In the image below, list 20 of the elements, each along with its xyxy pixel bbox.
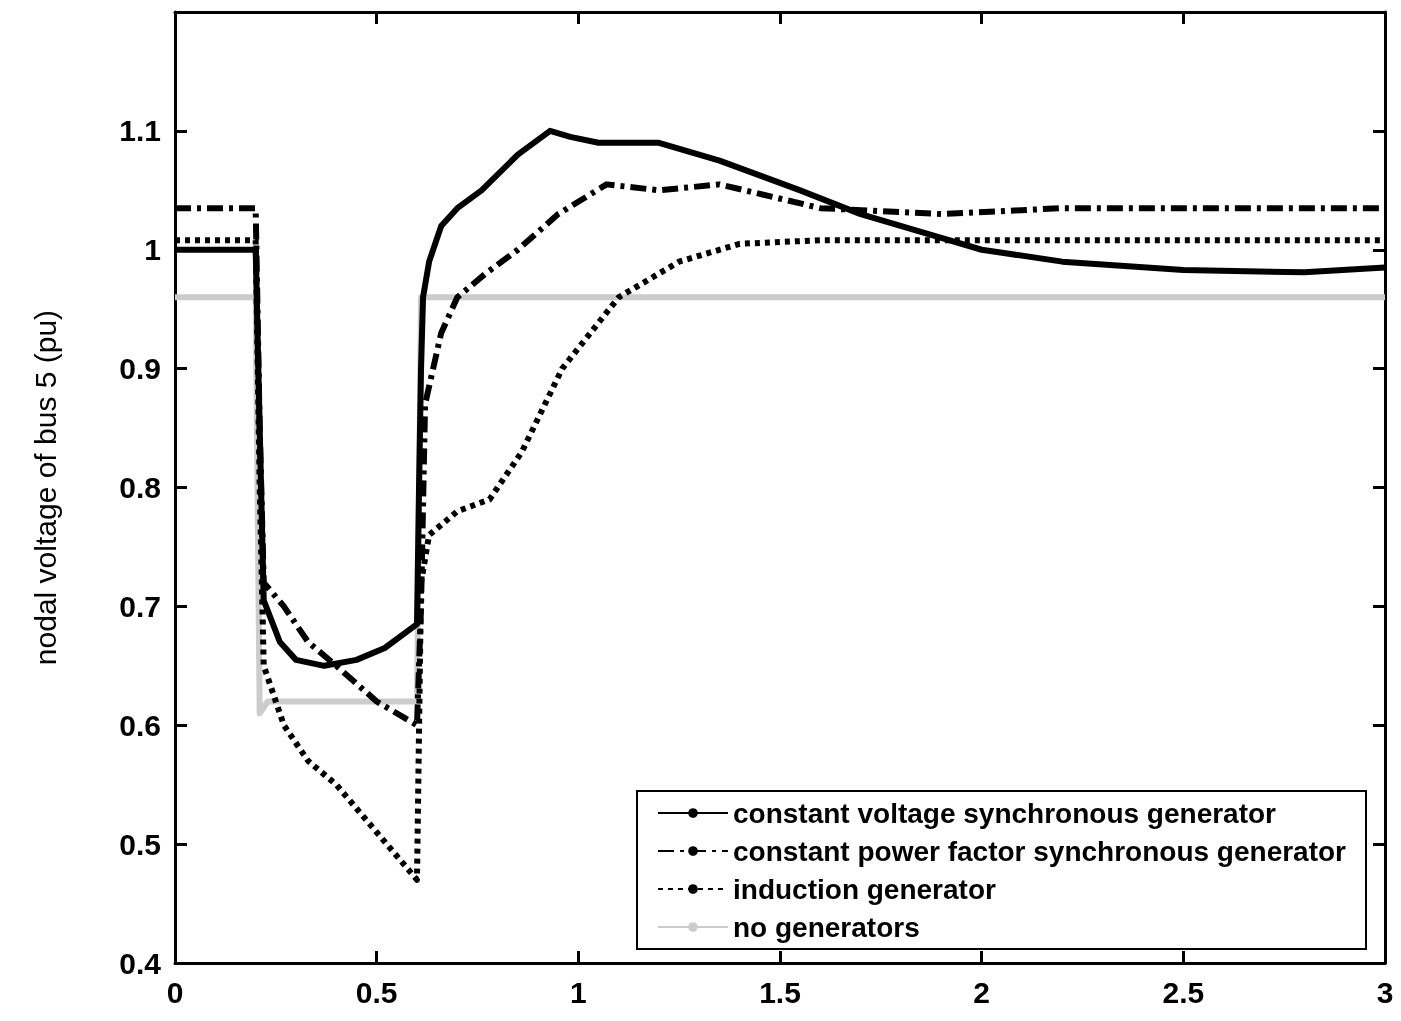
y-tick-label: 0.4 [119, 946, 162, 980]
legend-label: constant power factor synchronous generator [733, 835, 1347, 867]
y-tick-label: 0.8 [119, 471, 161, 504]
y-axis-title: nodal voltage of bus 5 (pu) [28, 309, 62, 666]
y-tick-label: 1.1 [119, 114, 161, 148]
legend-label: induction generator [733, 873, 997, 905]
y-tick-label: 0.5 [119, 827, 161, 861]
legend-label: constant voltage synchronous generator [733, 797, 1277, 829]
y-tick-label: 0.6 [119, 708, 161, 742]
legend-label: no generators [733, 911, 920, 943]
x-tick-label: 2 [973, 975, 991, 1009]
x-tick-label: 0 [166, 975, 184, 1009]
y-tick-label: 1 [144, 233, 161, 267]
x-tick-label: 3 [1376, 975, 1394, 1009]
x-tick-label: 1.5 [759, 975, 801, 1009]
y-tick-label: 0.9 [119, 352, 161, 386]
x-tick-label: 2.5 [1162, 975, 1205, 1009]
x-tick-label: 1 [569, 975, 587, 1009]
x-tick-label: 0.5 [355, 975, 398, 1009]
y-tick-label: 0.7 [119, 589, 161, 623]
